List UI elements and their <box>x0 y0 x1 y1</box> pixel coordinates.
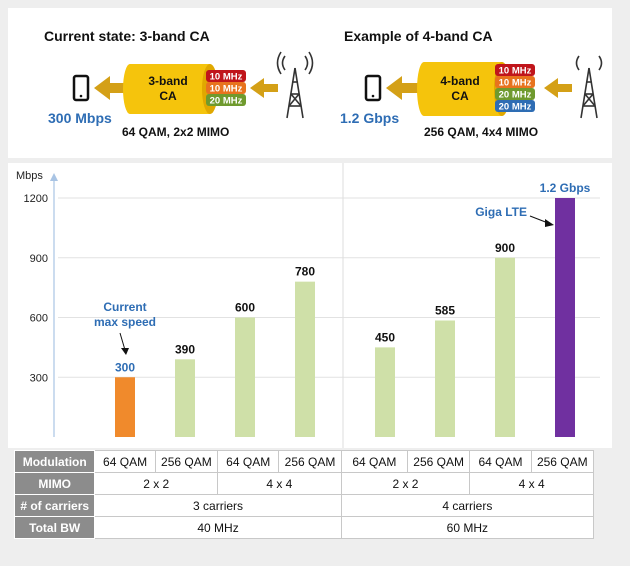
y-tick-label: 900 <box>30 253 48 265</box>
table-cell: 2 x 2 <box>94 472 219 495</box>
bar <box>235 317 255 437</box>
table-cell: 256 QAM <box>154 450 219 473</box>
y-tick-label: 300 <box>30 372 48 384</box>
annotation-current-max-speed: max speed <box>94 315 156 329</box>
table-cell: 256 QAM <box>278 450 342 473</box>
arrow-icon <box>250 78 278 98</box>
right-config: 256 QAM, 4x4 MIMO <box>424 125 539 139</box>
table-cell: 40 MHz <box>94 516 342 539</box>
band-label: 20 MHz <box>210 96 243 107</box>
bar-chart: 300 600 900 1200 Mbps 300 390 600 780 450 585 900 1… <box>16 163 600 448</box>
band-chip <box>206 82 246 94</box>
bar-value-label: 780 <box>295 265 315 279</box>
table-cell: 60 MHz <box>340 516 595 539</box>
table-cell: 64 QAM <box>469 450 532 473</box>
band-chip <box>495 64 535 76</box>
band-chip <box>206 70 246 82</box>
band-chip <box>206 94 246 106</box>
phone-icon <box>364 74 382 102</box>
bar-value-label: 450 <box>375 330 395 344</box>
band-chip <box>495 100 535 112</box>
row-header: Total BW <box>13 516 96 539</box>
annotation-pointer <box>119 332 126 351</box>
bar <box>175 359 195 437</box>
bar-value-label: 300 <box>115 360 135 374</box>
row-header: Modulation <box>13 450 96 473</box>
y-axis-label: Mbps <box>16 170 43 182</box>
table-cell: 4 x 4 <box>469 472 594 495</box>
band-label: 10 MHz <box>210 72 243 83</box>
bar-value-label: 900 <box>495 241 515 255</box>
left-cylinder-label-1: 3-band <box>148 74 187 88</box>
annotation-giga-lte: Giga LTE <box>475 205 527 219</box>
table-cell: 4 carriers <box>340 494 595 517</box>
y-axis-arrow-icon <box>50 173 58 181</box>
table-cell: 64 QAM <box>217 450 280 473</box>
band-label: 10 MHz <box>210 84 243 95</box>
bar <box>555 198 575 437</box>
left-speed: 300 Mbps <box>48 110 112 126</box>
arrow-icon <box>94 76 126 100</box>
left-cylinder-label-2: CA <box>159 89 177 103</box>
chart-panel: 300 600 900 1200 Mbps 300 390 600 780 450 585 900 1… <box>8 163 612 448</box>
bar-value-label: 390 <box>175 342 195 356</box>
right-speed: 1.2 Gbps <box>340 110 400 126</box>
band-chip <box>495 88 535 100</box>
table-cell: 64 QAM <box>340 450 409 473</box>
left-title: Current state: 3-band CA <box>44 28 210 44</box>
y-tick-label: 600 <box>30 313 48 325</box>
spec-table-wrap: Modulation 64 QAM 256 QAM 64 QAM 256 QAM 64 Q… <box>13 450 616 539</box>
annotation-current-max-speed: Current <box>103 300 146 314</box>
table-row: # of carriers 3 carriers 4 carriers <box>13 494 595 517</box>
arrow-icon <box>544 78 572 98</box>
row-header: # of carriers <box>13 494 96 517</box>
spec-table: Modulation 64 QAM 256 QAM 64 QAM 256 QAM 64 Q… <box>13 450 595 539</box>
bar-value-label: 1.2 Gbps <box>540 181 591 195</box>
table-cell: 64 QAM <box>94 450 156 473</box>
band-label: 10 MHz <box>499 66 532 77</box>
cell-tower-icon <box>276 51 314 119</box>
table-cell: 4 x 4 <box>217 472 342 495</box>
band-chip <box>495 76 535 88</box>
cell-tower-icon <box>575 55 603 119</box>
table-cell: 3 carriers <box>94 494 342 517</box>
bar <box>495 257 515 437</box>
band-label: 20 MHz <box>499 102 532 113</box>
left-config: 64 QAM, 2x2 MIMO <box>122 125 230 139</box>
arrow-icon <box>386 76 418 100</box>
table-cell: 2 x 2 <box>340 472 471 495</box>
phone-icon <box>72 74 90 102</box>
arrow-icon <box>545 219 554 227</box>
bar <box>375 347 395 437</box>
band-label: 20 MHz <box>499 90 532 101</box>
bar <box>295 281 315 437</box>
bar <box>115 377 135 437</box>
y-tick-label: 1200 <box>24 193 48 205</box>
right-title: Example of 4-band CA <box>344 28 493 44</box>
arrow-icon <box>121 348 129 355</box>
row-header: MIMO <box>13 472 96 495</box>
table-cell: 256 QAM <box>530 450 595 473</box>
table-row: Total BW 40 MHz 60 MHz <box>13 516 595 539</box>
right-cylinder-label-2: CA <box>451 89 469 103</box>
bar-value-label: 600 <box>235 301 255 315</box>
bar-value-label: 585 <box>435 303 455 317</box>
table-cell: 256 QAM <box>406 450 471 473</box>
right-cylinder-label-1: 4-band <box>440 74 479 88</box>
bar <box>435 320 455 437</box>
table-row: Modulation 64 QAM 256 QAM 64 QAM 256 QAM 64 Q… <box>13 450 595 473</box>
band-label: 10 MHz <box>499 78 532 89</box>
ca-illustration-panel: Current state: 3-band CA 300 Mbps 64 QAM… <box>8 8 612 158</box>
